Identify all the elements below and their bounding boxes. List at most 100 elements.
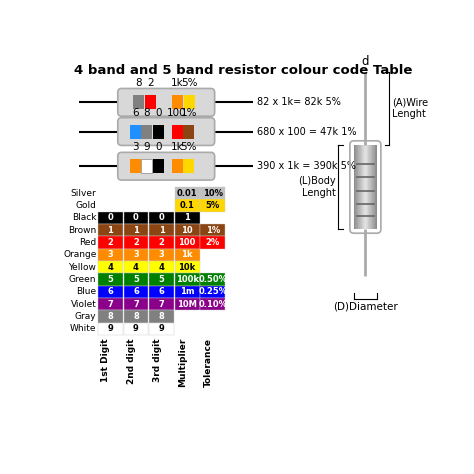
Bar [201,273,225,285]
Bar [124,310,148,322]
Text: 2: 2 [108,238,113,247]
Text: 100k: 100k [176,275,199,284]
Text: 7: 7 [159,300,164,309]
Bar [370,145,371,229]
Text: 0.50%: 0.50% [198,275,227,284]
Bar [364,145,365,229]
Text: 82 x 1k= 82k 5%: 82 x 1k= 82k 5% [257,97,341,107]
Text: 9: 9 [108,324,113,333]
Bar [98,261,123,273]
Text: Violet: Violet [71,300,96,309]
Bar [201,224,225,237]
Text: 6: 6 [159,287,164,296]
Text: 3: 3 [159,250,164,259]
Bar [201,237,225,248]
Bar [98,237,123,248]
Bar [184,95,195,109]
Bar [133,95,144,109]
Text: 5: 5 [159,275,164,284]
Text: 1k: 1k [171,79,183,89]
Text: 4: 4 [133,263,139,272]
Bar [357,145,358,229]
Text: Multiplier: Multiplier [178,338,187,387]
FancyBboxPatch shape [118,152,215,180]
Bar [361,145,362,229]
Bar [124,212,148,224]
Text: 10k: 10k [179,263,196,272]
Text: 0.01: 0.01 [177,189,198,198]
Bar [366,145,367,229]
Text: 5: 5 [108,275,113,284]
Bar [172,159,182,173]
Text: 10M: 10M [177,300,197,309]
Text: 4: 4 [159,263,164,272]
Bar [354,145,355,229]
Text: 1%: 1% [206,226,220,235]
Text: 4 band and 5 band resistor colour code Table: 4 band and 5 band resistor colour code T… [74,64,412,77]
Bar [149,285,174,298]
Text: 5%: 5% [181,79,198,89]
Bar [98,310,123,322]
Text: 9: 9 [133,324,139,333]
Text: Orange: Orange [63,250,96,259]
Bar [363,145,364,229]
Text: 390 x 1k = 390k 5%: 390 x 1k = 390k 5% [257,161,356,171]
Text: 2: 2 [147,79,154,89]
Bar [367,145,368,229]
Text: 10%: 10% [203,189,223,198]
Bar [149,261,174,273]
Text: Tolerance: Tolerance [204,338,213,387]
Text: Blue: Blue [76,287,96,296]
Text: 0.1: 0.1 [180,201,194,210]
Text: 3: 3 [108,250,113,259]
Bar [130,125,141,138]
Bar [172,95,182,109]
FancyBboxPatch shape [118,118,215,146]
Bar [183,125,194,138]
Bar [124,322,148,335]
Bar [356,145,357,229]
Bar [183,159,194,173]
Bar [360,145,361,229]
Bar [175,261,200,273]
Text: (A)Wire
Lenght: (A)Wire Lenght [392,97,428,119]
Text: 1: 1 [133,226,139,235]
Text: 1: 1 [184,213,190,222]
Text: 2nd digit: 2nd digit [127,338,136,383]
Bar [124,248,148,261]
Bar [175,224,200,237]
Text: 5: 5 [133,275,139,284]
Bar [130,159,141,173]
Bar [368,145,369,229]
Bar [98,212,123,224]
Bar [98,298,123,310]
Text: 5%: 5% [181,142,197,152]
Text: 1st Digit: 1st Digit [101,338,110,382]
Text: Gray: Gray [75,312,96,321]
Bar [124,237,148,248]
Text: 1k: 1k [182,250,193,259]
Bar [149,224,174,237]
Bar [153,159,164,173]
Bar [175,187,200,200]
Text: 0: 0 [159,213,164,222]
Bar [374,145,375,229]
Text: (L)Body
Lenght: (L)Body Lenght [298,176,336,198]
Bar [371,145,372,229]
Text: Gold: Gold [75,201,96,210]
Bar [201,187,225,200]
Text: 1%: 1% [181,108,197,118]
Bar [98,273,123,285]
Text: Silver: Silver [71,189,96,198]
Bar [375,145,376,229]
Bar [124,261,148,273]
Bar [369,145,370,229]
Bar [358,145,359,229]
Bar [145,95,156,109]
Bar [124,224,148,237]
Text: 6: 6 [133,287,139,296]
Text: Green: Green [69,275,96,284]
Bar [372,145,373,229]
Bar [175,248,200,261]
Bar [359,145,360,229]
